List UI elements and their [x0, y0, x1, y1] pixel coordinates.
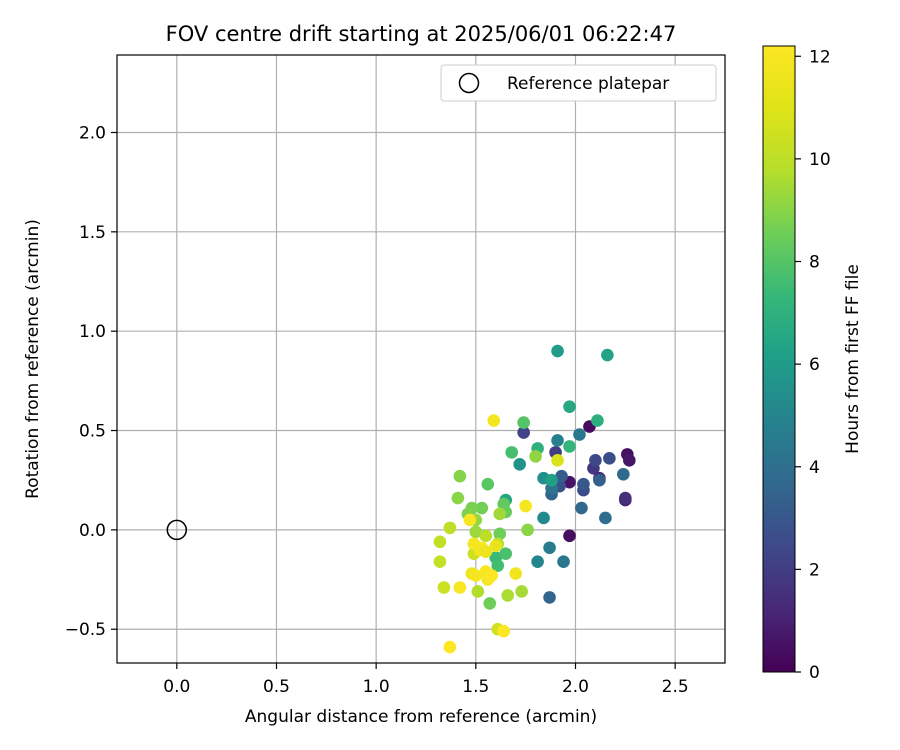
y-axis-label: Rotation from reference (arcmin)	[23, 219, 43, 499]
x-tick-label: 1.5	[462, 677, 489, 697]
colorbar-tick-label: 12	[809, 47, 831, 67]
data-point	[603, 452, 616, 465]
data-point	[499, 547, 513, 561]
data-point	[591, 414, 604, 427]
data-point	[475, 501, 489, 515]
data-point	[493, 507, 507, 521]
data-point	[537, 511, 550, 525]
data-point	[545, 473, 558, 487]
data-point	[573, 428, 586, 441]
reference-platepar-circle-icon	[166, 519, 188, 541]
x-tick-label: 1.0	[363, 677, 390, 697]
x-tick-label: 0.0	[163, 677, 190, 697]
data-point	[483, 597, 497, 610]
data-point	[599, 511, 612, 525]
data-point	[497, 624, 511, 638]
data-point	[519, 499, 532, 513]
data-point	[501, 589, 515, 602]
data-point	[443, 640, 457, 654]
data-point	[479, 529, 493, 543]
data-point	[563, 529, 576, 543]
legend-marker-circle-icon	[458, 72, 480, 94]
data-point	[617, 467, 630, 481]
data-point	[433, 535, 447, 549]
plot-frame	[116, 54, 726, 664]
data-point	[563, 440, 576, 453]
data-point	[577, 477, 590, 491]
colorbar-tick-label: 6	[809, 355, 820, 375]
x-tick-label: 0.5	[263, 677, 290, 697]
colorbar-tick-label: 10	[809, 150, 831, 170]
data-point	[557, 555, 570, 568]
grid-lines	[117, 55, 725, 663]
legend: Reference platepar	[440, 64, 717, 102]
data-point	[481, 477, 495, 491]
data-point	[453, 581, 467, 594]
legend-entry-reference-platepar: Reference platepar	[507, 74, 669, 94]
data-point	[575, 501, 588, 515]
data-point	[543, 591, 556, 604]
colorbar-tick-label: 0	[809, 663, 820, 683]
data-point	[515, 585, 528, 598]
colorbar-gradient	[762, 45, 796, 673]
data-point	[623, 454, 636, 467]
data-point	[563, 400, 576, 413]
data-point	[517, 426, 530, 439]
data-point	[529, 450, 542, 463]
chart-title: FOV centre drift starting at 2025/06/01 …	[166, 22, 677, 46]
data-point	[489, 539, 503, 553]
y-tick-label: 2.0	[79, 123, 106, 143]
data-point	[487, 414, 501, 427]
data-points	[433, 344, 636, 654]
data-point	[469, 525, 483, 539]
data-point	[509, 567, 522, 580]
data-point	[589, 454, 602, 467]
data-point	[493, 527, 507, 541]
data-point	[479, 545, 493, 559]
data-point	[469, 569, 483, 582]
data-point	[505, 446, 519, 459]
data-point	[513, 458, 526, 471]
data-point	[601, 348, 614, 362]
data-point	[451, 491, 465, 505]
colorbar: 0 2 4 6 8 10 12 Hours from first FF file	[762, 45, 863, 683]
data-point	[555, 469, 568, 483]
y-tick-label: 0.0	[79, 521, 106, 541]
data-point	[531, 555, 544, 568]
colorbar-tick-label: 8	[809, 253, 820, 273]
x-tick-label: 2.5	[662, 677, 689, 697]
data-point	[551, 344, 564, 358]
colorbar-ticks: 0 2 4 6 8 10 12	[795, 47, 831, 683]
reference-marker	[166, 519, 188, 541]
data-point	[543, 541, 556, 555]
x-axis-label: Angular distance from reference (arcmin)	[245, 707, 597, 727]
data-point	[593, 473, 606, 487]
data-point	[619, 491, 632, 505]
y-tick-label: 0.5	[79, 422, 106, 442]
y-tick-label: −0.5	[65, 620, 106, 640]
data-point	[485, 569, 499, 582]
x-axis-ticks: 0.0 0.5 1.0 1.5 2.0 2.5	[163, 663, 689, 697]
y-axis-ticks: −0.5 0.0 0.5 1.0 1.5 2.0	[65, 123, 117, 640]
colorbar-tick-label: 4	[809, 458, 820, 478]
data-point	[443, 521, 457, 535]
data-point	[463, 513, 477, 527]
y-tick-label: 1.5	[79, 223, 106, 243]
data-point	[551, 434, 564, 447]
data-point	[471, 585, 485, 598]
data-point	[453, 469, 467, 483]
legend-box	[440, 64, 717, 102]
data-point	[551, 454, 564, 467]
data-point	[521, 523, 534, 537]
data-point	[517, 416, 530, 429]
data-point	[437, 581, 451, 594]
y-tick-label: 1.0	[79, 322, 106, 342]
data-point	[433, 555, 447, 568]
data-point	[491, 559, 505, 572]
colorbar-tick-label: 2	[809, 560, 820, 580]
x-tick-label: 2.0	[562, 677, 589, 697]
colorbar-label: Hours from first FF file	[843, 264, 863, 454]
